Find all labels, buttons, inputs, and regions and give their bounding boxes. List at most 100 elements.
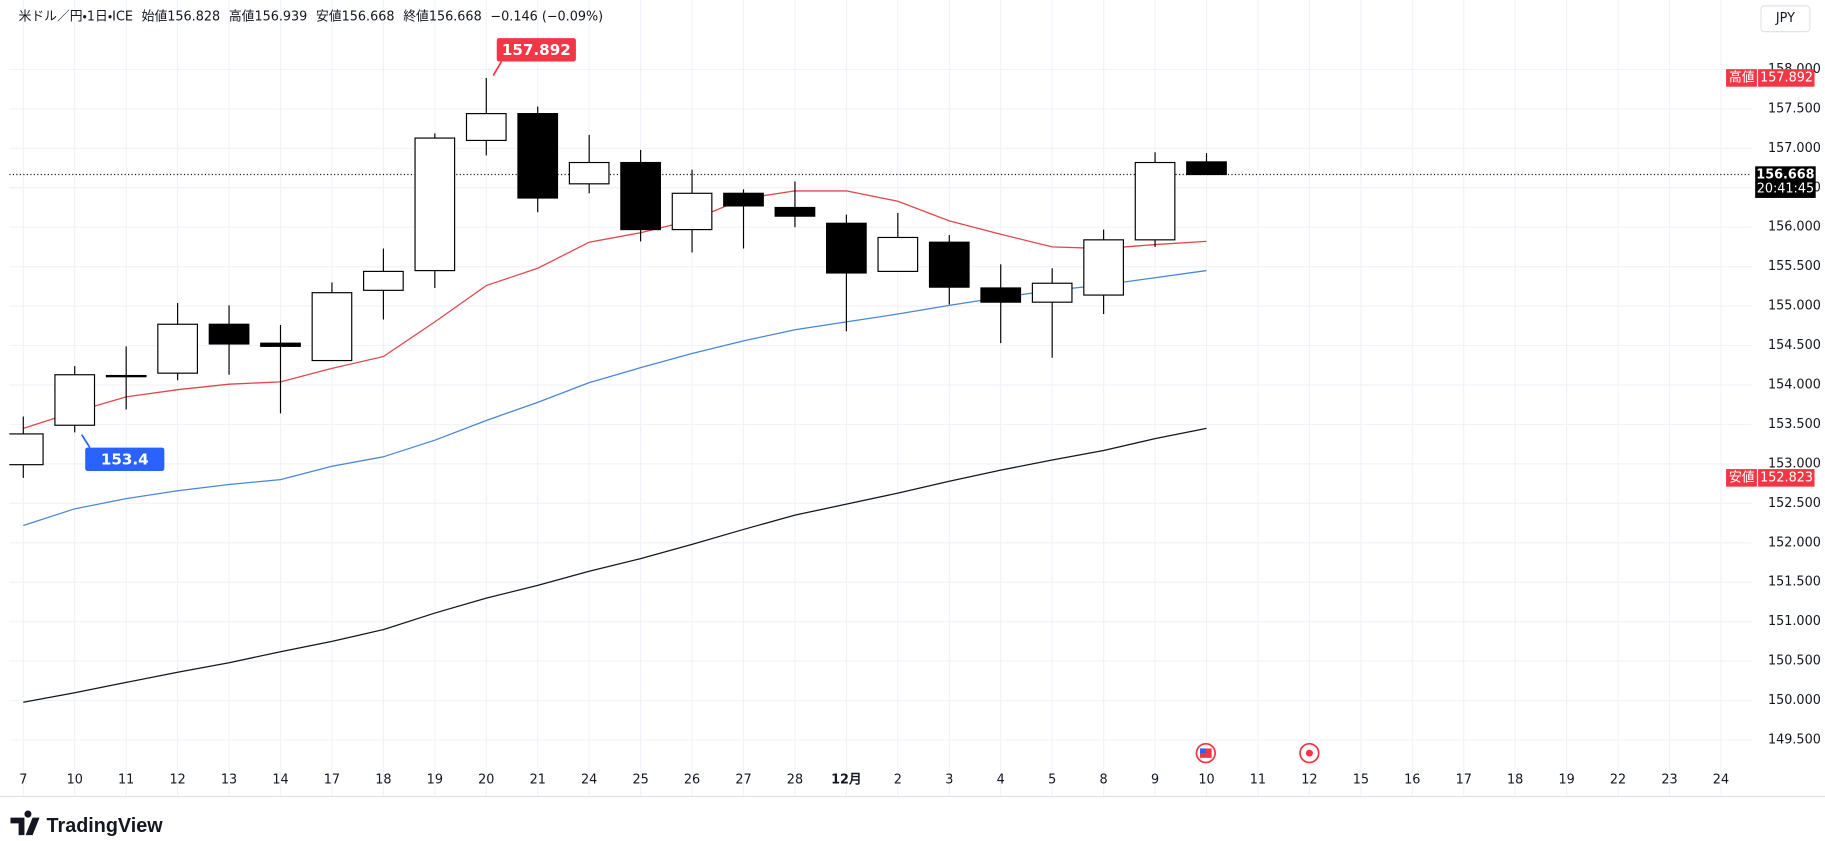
callout-box <box>85 447 165 471</box>
ohlc-label: 高値 <box>229 8 255 24</box>
y-tick-label: 157.500 <box>1768 101 1821 116</box>
y-tick-label: 151.000 <box>1768 614 1821 629</box>
callout-pointer <box>80 434 91 449</box>
y-tick-label: 149.500 <box>1768 733 1821 748</box>
ohlc-label: 終値 <box>403 8 429 24</box>
x-tick-label: 8 <box>1100 773 1108 788</box>
candle-body <box>774 206 816 217</box>
price-tag-value: 157.892 <box>1760 70 1813 85</box>
currency-button[interactable]: JPY <box>1760 5 1811 33</box>
x-tick-label: 18 <box>1507 773 1523 788</box>
price-tag <box>1726 69 1815 87</box>
x-tick-label: 24 <box>1713 773 1729 788</box>
candle-body <box>1134 161 1176 241</box>
callout-box <box>496 38 576 62</box>
y-tick-label: 153.500 <box>1768 417 1821 432</box>
x-tick-label: 22 <box>1610 773 1626 788</box>
y-tick-label: 151.500 <box>1768 575 1821 590</box>
y-tick-label: 154.000 <box>1768 377 1821 392</box>
x-tick-label: 18 <box>375 773 391 788</box>
legend-header: 米ドル／円・1日・ICE 始値156.828 高値156.939 安値156.6… <box>19 8 604 24</box>
currency[interactable]: JPY <box>1775 11 1795 26</box>
x-tick-label: 20 <box>478 773 494 788</box>
x-tick-label: 2 <box>894 773 902 788</box>
logo-mark <box>10 810 40 836</box>
ohlc-value: 156.939 <box>254 9 307 24</box>
brand-logo[interactable]: TradingView <box>10 810 164 838</box>
x-tick-label: 27 <box>735 773 751 788</box>
x-tick-label: 13 <box>221 773 237 788</box>
axes: 149.500 150.000 150.500 151.000 151.500 152.0… <box>19 38 1821 788</box>
x-tick-label: 19 <box>1558 773 1574 788</box>
candle-body <box>723 192 764 207</box>
currency-box[interactable] <box>1760 5 1811 33</box>
candle-body <box>311 292 353 362</box>
x-tick-label: 28 <box>787 773 803 788</box>
candle-body <box>671 192 713 231</box>
price-tag-value: 152.823 <box>1760 470 1813 485</box>
x-tick-label: 19 <box>427 773 443 788</box>
callout-label: 153.4 <box>101 450 149 468</box>
candle-body <box>105 374 147 378</box>
y-tick-label: 150.500 <box>1768 654 1821 669</box>
candle-body <box>928 241 970 288</box>
y-tick-label: 150.000 <box>1768 693 1821 708</box>
candle-body <box>1031 282 1073 303</box>
candle-body <box>9 433 44 466</box>
price-tag-label: 安値 <box>1729 469 1755 485</box>
callout-label: 157.892 <box>502 41 571 59</box>
candle-body <box>1083 239 1124 296</box>
y-tick-label: 152.000 <box>1768 535 1821 550</box>
countdown: 20:41:45 <box>1757 182 1814 197</box>
flag-canton <box>1199 748 1206 754</box>
x-tick-label: 12 <box>169 773 185 788</box>
event-icons <box>1195 742 1320 764</box>
ohlc-value: 156.828 <box>167 9 220 24</box>
x-tick-label: 11 <box>118 773 134 788</box>
x-tick-label: 10 <box>67 773 83 788</box>
x-tick-label: 23 <box>1661 773 1677 788</box>
x-tick-label: 12 <box>1301 773 1317 788</box>
x-tick-label: 16 <box>1404 773 1420 788</box>
ohlc-label: 安値 <box>316 8 342 24</box>
x-tick-label: 7 <box>19 773 27 788</box>
x-tick-label: 5 <box>1048 773 1056 788</box>
y-tick-label: 152.500 <box>1768 496 1821 511</box>
candle-body <box>877 236 919 272</box>
x-tick-label: 11 <box>1250 773 1266 788</box>
change: −0.146 (−0.09%) <box>490 9 603 24</box>
x-tick-label: 17 <box>1456 773 1472 788</box>
x-tick-label: 25 <box>632 773 648 788</box>
callout-pointer <box>492 61 503 77</box>
candle-body <box>826 222 867 274</box>
x-tick-label: 3 <box>945 773 953 788</box>
x-tick-label: 17 <box>324 773 340 788</box>
x-tick-label: 9 <box>1151 773 1159 788</box>
x-tick-label: 15 <box>1353 773 1369 788</box>
y-tick-label: 155.000 <box>1768 299 1821 314</box>
candle-body <box>54 374 96 426</box>
x-tick-label: 10 <box>1198 773 1214 788</box>
candle-body <box>414 137 456 272</box>
y-tick-label: 156.000 <box>1768 220 1821 235</box>
candle-body <box>620 161 661 231</box>
x-tick-label: 21 <box>530 773 546 788</box>
last-price: 156.668 <box>1756 168 1814 183</box>
brand-name[interactable]: TradingView <box>47 815 164 837</box>
price-tag-label: 高値 <box>1729 69 1755 85</box>
x-tick-label: 24 <box>581 773 597 788</box>
candle-body <box>260 342 301 347</box>
y-tick-label: 157.000 <box>1768 141 1821 156</box>
ohlc-label: 始値 <box>142 8 168 24</box>
price-tag <box>1726 469 1815 487</box>
moving-average <box>23 190 1207 429</box>
moving-average <box>23 427 1207 703</box>
candle-body <box>465 113 507 142</box>
x-tick-label: 4 <box>997 773 1005 788</box>
candle-body <box>517 113 559 199</box>
x-tick-label: 12月 <box>831 773 862 788</box>
y-tick-label: 153.000 <box>1768 456 1821 471</box>
candle-body <box>1186 161 1227 176</box>
